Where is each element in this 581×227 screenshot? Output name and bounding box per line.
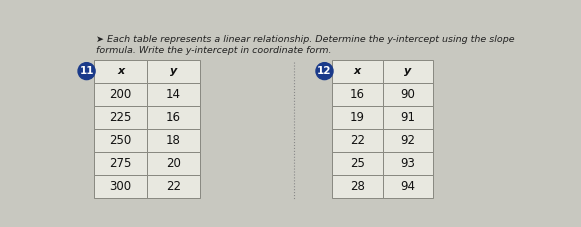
Bar: [94, 83, 147, 106]
Text: y: y: [404, 66, 411, 76]
Text: x: x: [354, 66, 361, 76]
Bar: [147, 106, 200, 129]
Text: 225: 225: [109, 111, 132, 124]
Text: 94: 94: [400, 180, 415, 193]
Bar: [332, 59, 383, 83]
Text: 28: 28: [350, 180, 365, 193]
Bar: [147, 175, 200, 198]
Text: 20: 20: [166, 157, 181, 170]
Bar: [383, 83, 433, 106]
Text: 11: 11: [80, 66, 94, 76]
Bar: [383, 129, 433, 152]
Text: 22: 22: [350, 134, 365, 147]
Bar: [147, 59, 200, 83]
Text: 25: 25: [350, 157, 365, 170]
Bar: [147, 129, 200, 152]
Bar: [94, 106, 147, 129]
Bar: [383, 59, 433, 83]
Bar: [332, 129, 383, 152]
Text: 200: 200: [110, 88, 132, 101]
Text: 300: 300: [110, 180, 132, 193]
Text: x: x: [117, 66, 124, 76]
Text: 19: 19: [350, 111, 365, 124]
Text: 14: 14: [166, 88, 181, 101]
Bar: [383, 106, 433, 129]
Circle shape: [316, 63, 333, 80]
Bar: [332, 175, 383, 198]
Bar: [332, 152, 383, 175]
Text: formula. Write the y-intercept in coordinate form.: formula. Write the y-intercept in coordi…: [96, 46, 331, 55]
Text: 92: 92: [400, 134, 415, 147]
Text: 16: 16: [166, 111, 181, 124]
Text: 275: 275: [109, 157, 132, 170]
Text: y: y: [170, 66, 177, 76]
Text: ➤ Each table represents a linear relationship. Determine the y-intercept using t: ➤ Each table represents a linear relatio…: [96, 35, 515, 44]
Bar: [147, 83, 200, 106]
Text: 16: 16: [350, 88, 365, 101]
Text: 90: 90: [400, 88, 415, 101]
Bar: [147, 152, 200, 175]
Circle shape: [78, 63, 95, 80]
Bar: [332, 106, 383, 129]
Text: 22: 22: [166, 180, 181, 193]
Bar: [383, 175, 433, 198]
Text: 250: 250: [110, 134, 132, 147]
Text: 12: 12: [317, 66, 332, 76]
Text: 93: 93: [400, 157, 415, 170]
Bar: [94, 59, 147, 83]
Bar: [383, 152, 433, 175]
Text: 18: 18: [166, 134, 181, 147]
Bar: [332, 83, 383, 106]
Bar: [94, 175, 147, 198]
Text: 91: 91: [400, 111, 415, 124]
Bar: [94, 152, 147, 175]
Bar: [94, 129, 147, 152]
